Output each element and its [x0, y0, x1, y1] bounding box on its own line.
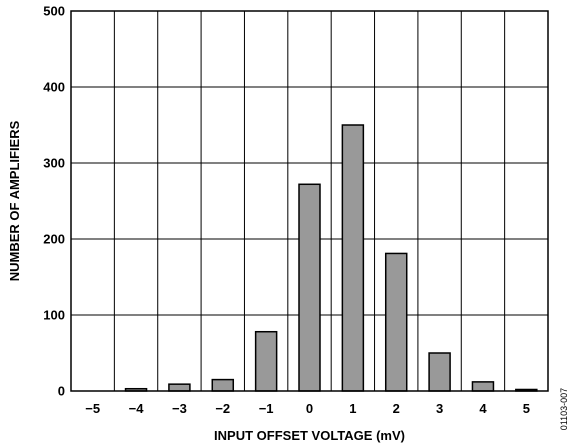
bar: [384, 252, 408, 392]
y-tick-labels: 0 100 200 300 400 500: [43, 4, 65, 399]
y-tick-label: 300: [43, 156, 65, 171]
y-tick-label: 100: [43, 308, 65, 323]
x-tick-label: −4: [129, 401, 145, 416]
y-tick-label: 400: [43, 80, 65, 95]
plot-frame: [70, 10, 549, 392]
x-tick-label: 3: [436, 401, 443, 416]
bar: [254, 330, 278, 392]
x-tick-label: 2: [393, 401, 400, 416]
x-tick-label: −5: [85, 401, 100, 416]
x-tick-labels: −5 −4 −3 −2 −1 0 1 2 3 4 5: [85, 401, 530, 416]
x-tick-label: −3: [172, 401, 187, 416]
y-tick-label: 500: [43, 4, 65, 19]
bar: [341, 124, 365, 392]
x-axis-label: INPUT OFFSET VOLTAGE (mV): [214, 428, 405, 443]
x-tick-label: 4: [479, 401, 487, 416]
bar: [428, 352, 451, 392]
figure-id: 01103-007: [559, 388, 569, 430]
y-axis-label: NUMBER OF AMPLIFIERS: [7, 120, 22, 281]
bar: [168, 383, 191, 392]
x-tick-label: 5: [523, 401, 530, 416]
bar: [211, 378, 235, 392]
x-tick-label: 0: [306, 401, 313, 416]
bar: [298, 183, 321, 392]
x-tick-label: 1: [349, 401, 356, 416]
y-tick-label: 0: [58, 384, 65, 399]
x-tick-label: −2: [215, 401, 230, 416]
x-tick-label: −1: [259, 401, 274, 416]
y-tick-label: 200: [43, 232, 65, 247]
bar: [471, 381, 495, 392]
bars: [124, 124, 538, 392]
